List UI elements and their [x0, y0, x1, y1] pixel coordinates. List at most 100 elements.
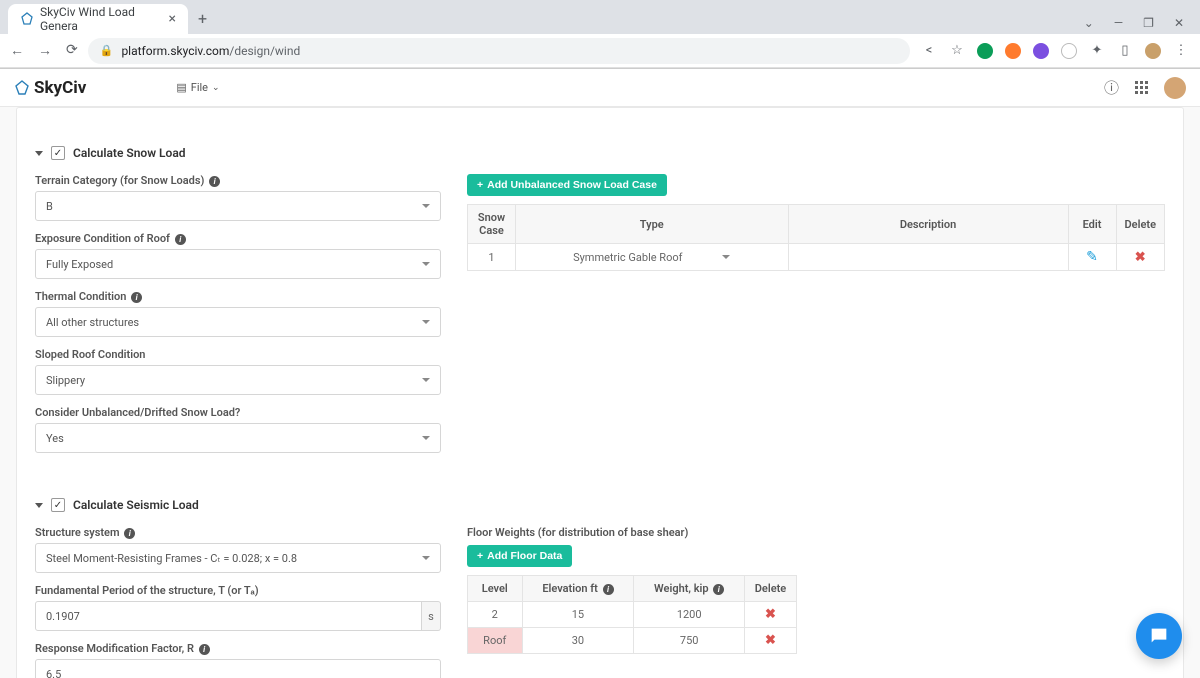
period-label: Fundamental Period of the structure, T (…: [35, 584, 441, 597]
cell-elev[interactable]: 15: [522, 602, 634, 628]
star-icon[interactable]: ☆: [948, 42, 966, 60]
cell-type[interactable]: Symmetric Gable Roof: [516, 244, 789, 271]
period-input-group: 0.1907 s: [35, 601, 441, 631]
close-window-icon[interactable]: ✕: [1166, 12, 1192, 34]
app-header: SkyCiv ▤ File ⌄ ⓘ: [0, 69, 1200, 107]
terrain-select[interactable]: B: [35, 191, 441, 221]
url-box[interactable]: 🔒 platform.skyciv.com/design/wind: [88, 38, 910, 64]
ext-orange-icon[interactable]: [1004, 42, 1022, 60]
share-icon[interactable]: <: [920, 42, 938, 60]
info-icon[interactable]: i: [175, 234, 186, 245]
new-tab-button[interactable]: +: [188, 3, 217, 34]
file-icon: ▤: [176, 81, 186, 94]
r-input[interactable]: 6.5: [35, 659, 441, 678]
thermal-label: Thermal Condition i: [35, 290, 441, 303]
cell-case: 1: [468, 244, 516, 271]
sloped-select[interactable]: Slippery: [35, 365, 441, 395]
lock-icon: 🔒: [100, 44, 114, 57]
file-label: File: [191, 81, 208, 94]
info-icon[interactable]: i: [124, 528, 135, 539]
system-select[interactable]: Steel Moment-Resisting Frames - Cₜ = 0.0…: [35, 543, 441, 573]
chevron-down-icon[interactable]: ⌄: [1076, 12, 1102, 34]
extensions-icon[interactable]: ✦: [1088, 42, 1106, 60]
cell-level[interactable]: Roof: [468, 628, 523, 654]
unbalanced-label: Consider Unbalanced/Drifted Snow Load?: [35, 406, 441, 419]
thermal-field: Thermal Condition i All other structures: [35, 290, 441, 337]
th-delete: Delete: [745, 576, 797, 602]
system-field: Structure system i Steel Moment-Resistin…: [35, 526, 441, 573]
unbalanced-select[interactable]: Yes: [35, 423, 441, 453]
table-row: 1 Symmetric Gable Roof ✎ ✖: [468, 244, 1165, 271]
profile-icon[interactable]: [1144, 42, 1162, 60]
help-icon[interactable]: ⓘ: [1104, 77, 1119, 98]
add-floor-button[interactable]: +Add Floor Data: [467, 545, 572, 567]
th-delete: Delete: [1116, 205, 1164, 244]
info-icon[interactable]: i: [209, 176, 220, 187]
terrain-field: Terrain Category (for Snow Loads) i B: [35, 174, 441, 221]
plus-icon: +: [477, 179, 483, 191]
snow-left: Terrain Category (for Snow Loads) i B Ex…: [35, 174, 441, 464]
back-icon[interactable]: ←: [10, 42, 24, 59]
menu-icon[interactable]: ⋮: [1172, 42, 1190, 60]
exposure-select[interactable]: Fully Exposed: [35, 249, 441, 279]
add-snow-case-button[interactable]: +Add Unbalanced Snow Load Case: [467, 174, 667, 196]
floor-table: Level Elevation ft i Weight, kip i Delet…: [467, 575, 797, 654]
cell-desc[interactable]: [788, 244, 1068, 271]
info-icon[interactable]: i: [131, 292, 142, 303]
caret-icon: ⌄: [212, 83, 220, 93]
cell-level[interactable]: 2: [468, 602, 523, 628]
user-avatar[interactable]: [1164, 77, 1186, 99]
page: ✓ Calculate Snow Load Terrain Category (…: [0, 107, 1200, 678]
minimize-icon[interactable]: —: [1106, 12, 1131, 34]
tab-close-icon[interactable]: ×: [169, 11, 176, 27]
brand-text: SkyCiv: [34, 78, 86, 98]
tab-favicon: [20, 12, 34, 26]
seismic-right: Floor Weights (for distribution of base …: [467, 526, 797, 678]
chat-button[interactable]: [1136, 613, 1182, 659]
thermal-select[interactable]: All other structures: [35, 307, 441, 337]
header-right: ⓘ: [1104, 77, 1186, 99]
seismic-checkbox[interactable]: ✓: [51, 498, 65, 512]
apps-icon[interactable]: [1135, 81, 1148, 94]
url-text: platform.skyciv.com/design/wind: [121, 44, 300, 58]
seismic-columns: Structure system i Steel Moment-Resistin…: [35, 526, 1165, 678]
seismic-title: Calculate Seismic Load: [73, 498, 199, 512]
snow-case-table: Snow Case Type Description Edit Delete 1…: [467, 204, 1165, 271]
th-case: Snow Case: [468, 205, 516, 244]
main-card: ✓ Calculate Snow Load Terrain Category (…: [16, 107, 1184, 678]
tab-strip: SkyCiv Wind Load Genera × + ⌄ — ❐ ✕: [0, 0, 1200, 34]
sloped-field: Sloped Roof Condition Slippery: [35, 348, 441, 395]
info-icon[interactable]: i: [603, 584, 614, 595]
ext-purple-icon[interactable]: [1032, 42, 1050, 60]
seismic-left: Structure system i Steel Moment-Resistin…: [35, 526, 441, 678]
maximize-icon[interactable]: ❐: [1135, 12, 1162, 34]
edit-button[interactable]: ✎: [1068, 244, 1116, 271]
cell-weight[interactable]: 750: [634, 628, 745, 654]
delete-button[interactable]: ✖: [745, 602, 797, 628]
delete-button[interactable]: ✖: [745, 628, 797, 654]
table-row: Roof 30 750 ✖: [468, 628, 797, 654]
ext-green-icon[interactable]: [976, 42, 994, 60]
forward-icon[interactable]: →: [38, 42, 52, 59]
period-input[interactable]: 0.1907: [35, 601, 422, 631]
reload-icon[interactable]: ⟳: [66, 42, 78, 59]
snow-section-header[interactable]: ✓ Calculate Snow Load: [35, 146, 1165, 160]
info-icon[interactable]: i: [199, 644, 210, 655]
info-icon[interactable]: i: [713, 584, 724, 595]
file-menu[interactable]: ▤ File ⌄: [176, 81, 219, 94]
panel-icon[interactable]: ▯: [1116, 42, 1134, 60]
logo[interactable]: SkyCiv: [14, 78, 86, 98]
seismic-section-header[interactable]: ✓ Calculate Seismic Load: [35, 498, 1165, 512]
cell-elev[interactable]: 30: [522, 628, 634, 654]
snow-checkbox[interactable]: ✓: [51, 146, 65, 160]
collapse-icon: [35, 151, 43, 156]
ext-grey-icon[interactable]: [1060, 42, 1078, 60]
exposure-field: Exposure Condition of Roof i Fully Expos…: [35, 232, 441, 279]
terrain-label: Terrain Category (for Snow Loads) i: [35, 174, 441, 187]
cell-weight[interactable]: 1200: [634, 602, 745, 628]
browser-tab[interactable]: SkyCiv Wind Load Genera ×: [8, 4, 188, 34]
th-type: Type: [516, 205, 789, 244]
period-unit: s: [422, 601, 441, 631]
snow-title: Calculate Snow Load: [73, 146, 186, 160]
delete-button[interactable]: ✖: [1116, 244, 1164, 271]
